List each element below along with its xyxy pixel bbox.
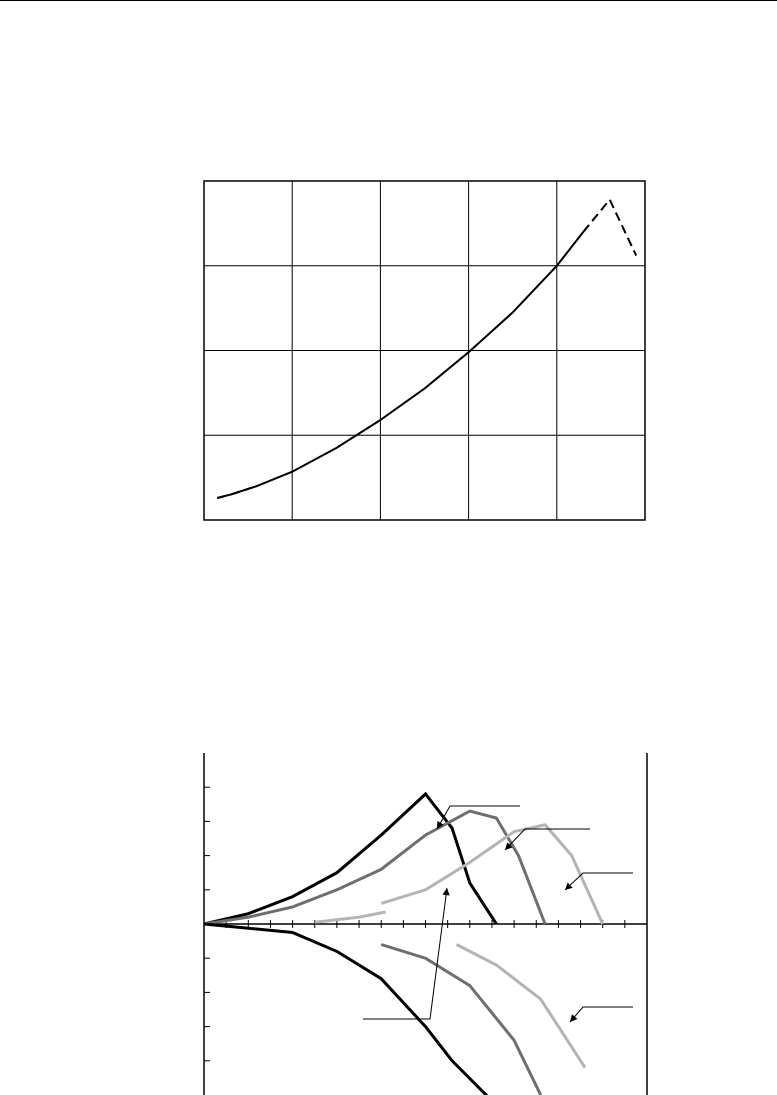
series-line-2: [203, 809, 547, 926]
callout-leader-1: [436, 805, 520, 830]
series-line-6: [380, 943, 543, 1095]
callout-arrowhead-4: [442, 888, 450, 896]
callout-leader-3: [564, 872, 633, 891]
top-rule: [0, 0, 777, 1]
callout-arrowhead-3: [565, 882, 573, 890]
series-line-3: [380, 823, 605, 925]
callout-arrowhead-1: [437, 821, 444, 829]
series-line-2: [216, 485, 258, 499]
callout-arrowhead-2: [505, 842, 513, 850]
callout-arrowhead-5: [570, 1014, 578, 1022]
series-line-7: [455, 943, 587, 1069]
series-line-4: [314, 910, 386, 924]
series-line-5: [203, 922, 489, 1095]
callout-leader-5: [569, 1006, 633, 1023]
chart-1: [203, 180, 646, 521]
callout-leader-2: [504, 828, 590, 851]
series-line-1: [203, 791, 498, 926]
callout-leader-4: [363, 887, 448, 1020]
